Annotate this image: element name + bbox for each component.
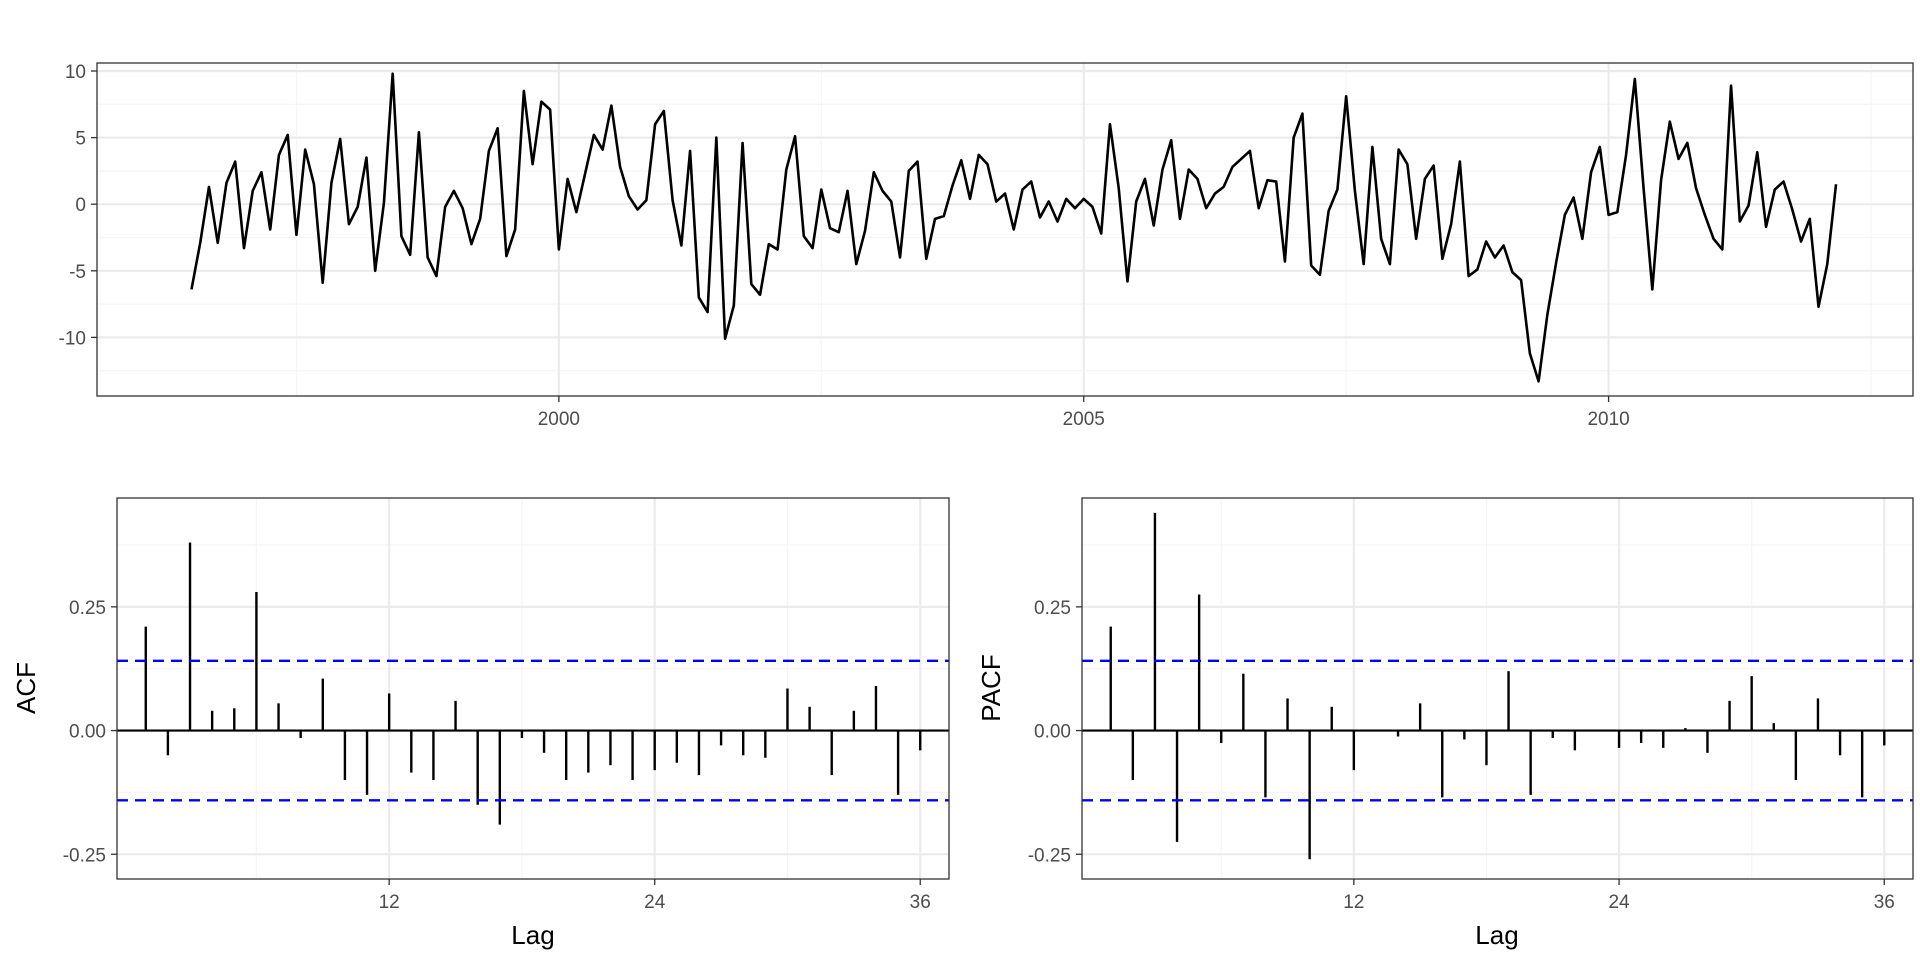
acf-y-axis-title: ACF — [11, 662, 41, 714]
time-series-x-tick-label: 2000 — [538, 409, 580, 430]
time-series-panel-border — [96, 62, 1914, 397]
acf-marks — [117, 542, 949, 825]
acf-x-tick-label: 24 — [644, 892, 666, 913]
acf-panel: 12 24 36 0.25 0.00 -0.25 Lag ACF — [11, 497, 950, 950]
acf-y-tick-label: -0.25 — [63, 845, 106, 866]
acf-x-tick-label: 12 — [379, 892, 400, 913]
acf-axis-ticks: 12 24 36 0.25 0.00 -0.25 — [63, 598, 931, 913]
time-series-major-gridlines — [97, 63, 1913, 396]
acf-x-axis-title: Lag — [511, 920, 554, 950]
acf-y-tick-label: 0.25 — [69, 598, 106, 619]
pacf-x-tick-label: 36 — [1874, 892, 1895, 913]
time-series-minor-gridlines — [97, 63, 1913, 396]
time-series-y-tick-label: 5 — [75, 129, 86, 150]
pacf-x-axis-title: Lag — [1475, 920, 1518, 950]
acf-panel-border — [116, 497, 950, 880]
time-series-x-tick-label: 2010 — [1587, 409, 1629, 430]
pacf-axis-ticks: 12 24 36 0.25 0.00 -0.25 — [1028, 598, 1895, 913]
acf-panel-background — [117, 498, 949, 879]
acf-y-tick-label: 0.00 — [69, 722, 106, 743]
pacf-x-tick-label: 12 — [1343, 892, 1364, 913]
time-series-y-tick-label: 0 — [75, 195, 86, 216]
time-series-line — [190, 72, 1838, 383]
time-series-panel-background — [97, 63, 1913, 396]
time-series-panel: 2000 2005 2010 10 5 0 -5 -10 — [59, 62, 1914, 430]
pacf-panel-background — [1082, 498, 1913, 879]
pacf-marks — [1082, 512, 1913, 860]
time-series-x-tick-label: 2005 — [1063, 409, 1105, 430]
pacf-y-tick-label: 0.00 — [1034, 722, 1071, 743]
time-series-axis-ticks: 2000 2005 2010 10 5 0 -5 -10 — [59, 62, 1630, 430]
pacf-x-tick-label: 24 — [1608, 892, 1630, 913]
acf-x-tick-label: 36 — [910, 892, 931, 913]
time-series-y-tick-label: 10 — [65, 62, 86, 83]
time-series-y-tick-label: -5 — [69, 262, 86, 283]
time-series-marks — [190, 72, 1838, 383]
pacf-y-tick-label: 0.25 — [1034, 598, 1071, 619]
pacf-y-axis-title: PACF — [976, 654, 1006, 721]
pacf-panel: 12 24 36 0.25 0.00 -0.25 Lag PACF — [976, 497, 1914, 950]
pacf-panel-border — [1081, 497, 1914, 880]
time-series-y-tick-label: -10 — [59, 328, 86, 349]
pacf-y-tick-label: -0.25 — [1028, 845, 1071, 866]
